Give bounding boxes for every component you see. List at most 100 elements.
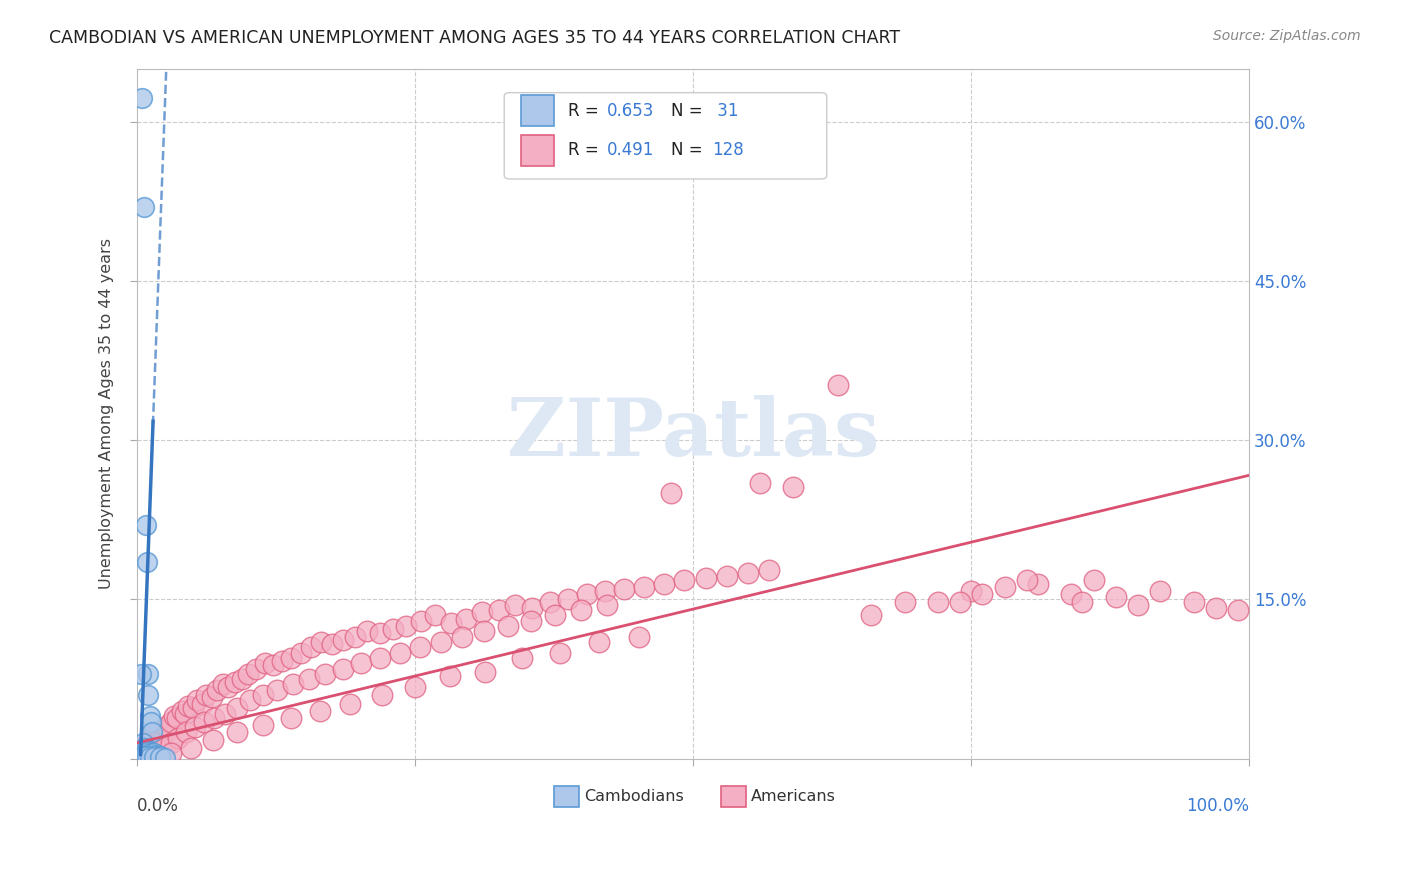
Text: 128: 128: [713, 142, 744, 160]
Point: [132, 741, 155, 756]
Point: [129, 666, 152, 681]
Point: [695, 571, 717, 585]
Point: [148, 749, 170, 764]
FancyBboxPatch shape: [554, 786, 579, 807]
Point: [395, 619, 418, 633]
Point: [505, 598, 527, 612]
Point: [827, 378, 849, 392]
Point: [202, 711, 225, 725]
Point: [409, 640, 432, 655]
Point: [131, 91, 153, 105]
FancyBboxPatch shape: [721, 786, 745, 807]
Point: [595, 584, 617, 599]
Point: [142, 749, 165, 764]
Point: [758, 563, 780, 577]
Point: [142, 728, 165, 742]
Point: [129, 748, 152, 763]
Point: [520, 614, 543, 628]
Point: [141, 725, 163, 739]
Point: [148, 743, 170, 757]
Point: [136, 555, 159, 569]
Point: [135, 743, 157, 757]
Point: [321, 637, 343, 651]
Point: [972, 587, 994, 601]
Point: [142, 747, 165, 761]
Point: [245, 661, 267, 675]
Text: 31: 31: [713, 102, 738, 120]
Point: [146, 725, 169, 739]
Point: [131, 743, 153, 757]
Point: [201, 732, 224, 747]
Point: [138, 736, 160, 750]
Point: [613, 582, 636, 596]
Point: [659, 486, 682, 500]
Point: [569, 603, 592, 617]
Point: [270, 654, 292, 668]
Point: [439, 669, 461, 683]
Point: [170, 704, 193, 718]
Point: [371, 688, 394, 702]
Point: [510, 651, 533, 665]
Point: [440, 615, 463, 630]
Point: [193, 714, 215, 729]
Point: [280, 711, 302, 725]
Point: [297, 672, 319, 686]
Point: [142, 747, 165, 761]
Point: [404, 680, 426, 694]
Point: [595, 598, 617, 612]
Point: [138, 709, 160, 723]
Point: [266, 682, 288, 697]
Point: [960, 584, 983, 599]
Point: [252, 718, 274, 732]
Point: [290, 646, 312, 660]
Point: [136, 744, 159, 758]
Point: [134, 748, 156, 763]
Point: [181, 701, 204, 715]
Point: [409, 614, 432, 628]
Point: [575, 587, 598, 601]
Point: [174, 707, 197, 722]
Point: [281, 677, 304, 691]
Point: [262, 658, 284, 673]
Point: [167, 731, 190, 745]
Point: [224, 675, 246, 690]
Point: [139, 714, 162, 729]
Point: [356, 624, 378, 639]
Point: [1227, 603, 1250, 617]
Point: [299, 640, 322, 655]
FancyBboxPatch shape: [520, 95, 554, 127]
Point: [949, 594, 972, 608]
Point: [226, 701, 249, 715]
Point: [716, 569, 738, 583]
Point: [186, 693, 208, 707]
Y-axis label: Unemployment Among Ages 35 to 44 years: Unemployment Among Ages 35 to 44 years: [100, 238, 114, 589]
Point: [238, 666, 260, 681]
Point: [451, 630, 474, 644]
Point: [252, 688, 274, 702]
Point: [673, 574, 696, 588]
Point: [314, 666, 336, 681]
Point: [1182, 594, 1205, 608]
Point: [217, 680, 239, 694]
Point: [159, 736, 181, 750]
Point: [150, 732, 173, 747]
Point: [471, 605, 494, 619]
Point: [456, 612, 478, 626]
Text: ZIPatlas: ZIPatlas: [508, 395, 879, 474]
Point: [138, 749, 160, 764]
Point: [177, 698, 200, 713]
Point: [633, 580, 655, 594]
Point: [184, 720, 207, 734]
Point: [138, 688, 160, 702]
Text: N =: N =: [671, 102, 707, 120]
Point: [132, 748, 155, 763]
Point: [195, 688, 218, 702]
Point: [860, 608, 883, 623]
Text: Cambodians: Cambodians: [585, 789, 685, 804]
Point: [520, 601, 543, 615]
Text: N =: N =: [671, 142, 707, 160]
Point: [157, 722, 180, 736]
Point: [138, 747, 160, 761]
FancyBboxPatch shape: [520, 135, 554, 166]
Point: [654, 576, 676, 591]
